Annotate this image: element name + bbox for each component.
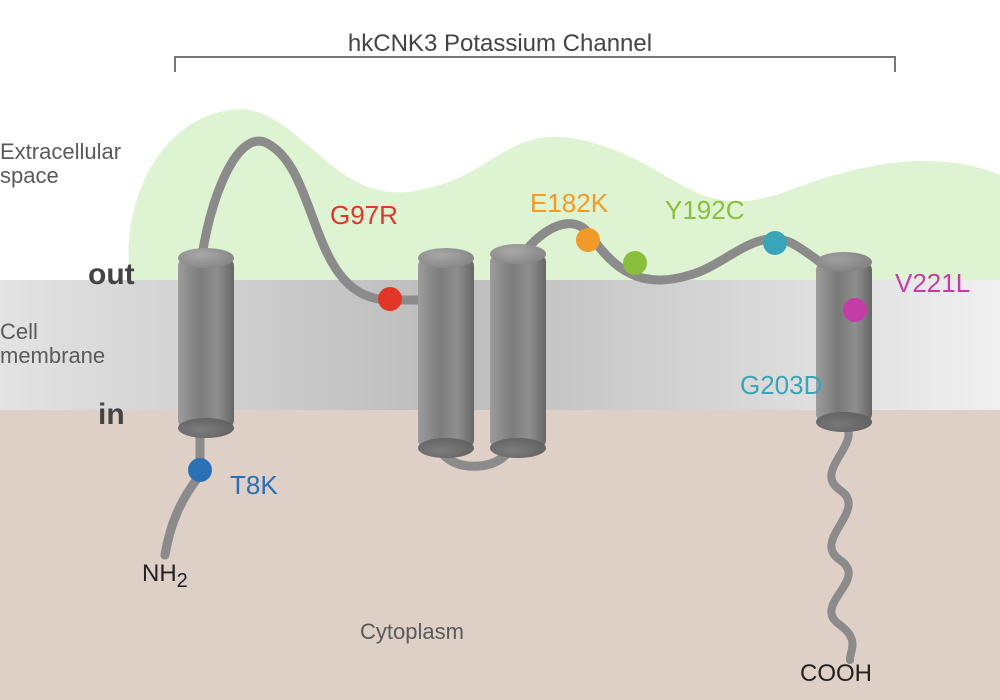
c-terminus-label: COOH [800,660,872,688]
mutation-dot-y192c [623,251,647,275]
mutation-label-g203d: G203D [740,370,822,401]
mutation-dot-g203d [763,231,787,255]
extracellular-label: Extracellularspace [0,140,121,188]
in-label: in [98,398,125,432]
tm-cylinder [178,258,234,428]
mutation-dot-t8k [188,458,212,482]
nh-sub: 2 [177,570,188,592]
mutation-dot-g97r [378,287,402,311]
tm-cylinder [490,254,546,448]
c-terminal-coil [831,420,852,660]
mutation-label-y192c: Y192C [665,195,745,226]
mutation-dot-v221l [843,298,867,322]
cytoplasm-label: Cytoplasm [360,620,464,644]
mutation-label-v221l: V221L [895,268,970,299]
nh-text: NH [142,560,177,587]
out-label: out [88,258,135,292]
tm-cylinder [816,262,872,422]
mutation-label-t8k: T8K [230,470,278,501]
title-bracket [175,57,895,72]
mutation-label-g97r: G97R [330,200,398,231]
diagram-title: hkCNK3 Potassium Channel [348,30,652,58]
n-terminus-label: NH2 [142,560,188,593]
mutation-dot-e182k [576,228,600,252]
mutation-label-e182k: E182K [530,188,608,219]
tm-cylinder [418,258,474,448]
membrane-label: Cellmembrane [0,320,105,368]
